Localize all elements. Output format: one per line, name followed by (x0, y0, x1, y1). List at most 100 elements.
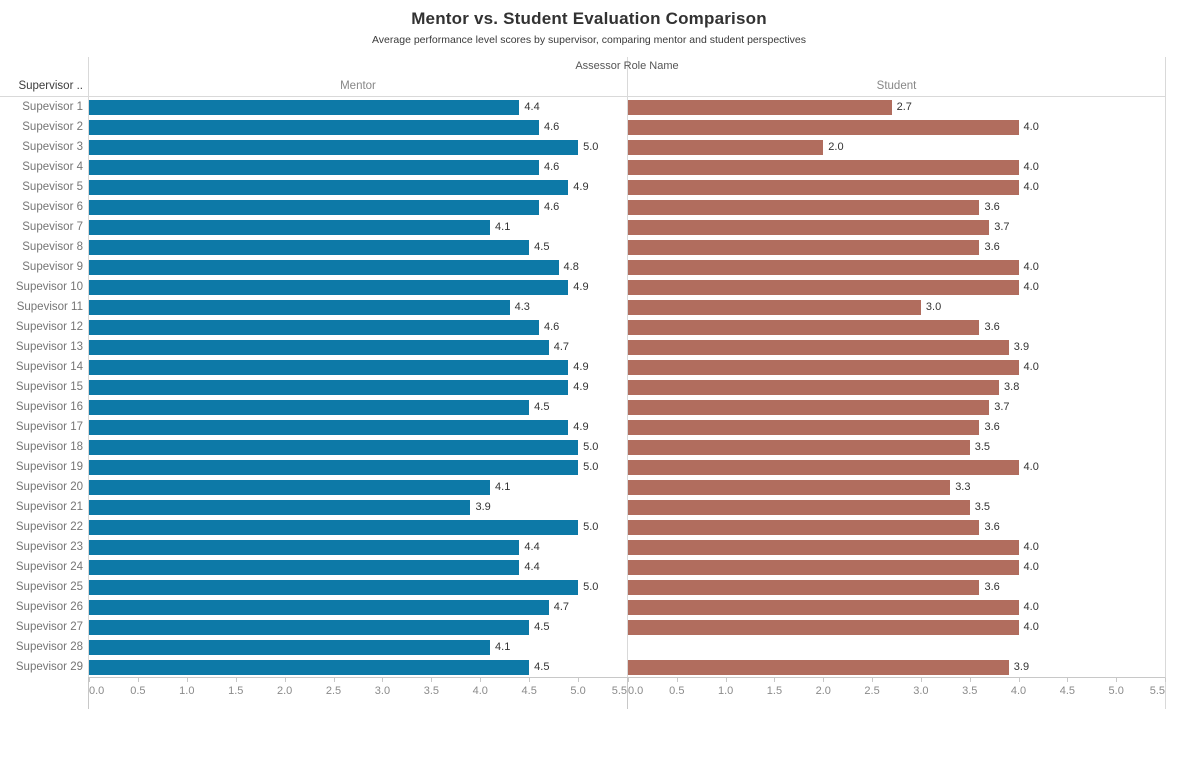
student-bar[interactable] (628, 179, 1019, 195)
student-bar[interactable] (628, 439, 970, 455)
mentor-cell: 4.3 (88, 297, 627, 317)
table-row: Supevisor 23 4.4 4.0 (0, 537, 1166, 557)
student-bar[interactable] (628, 399, 990, 415)
student-bar[interactable] (628, 219, 990, 235)
axis-tick-mark (969, 678, 971, 682)
student-bar[interactable] (628, 619, 1019, 635)
mentor-bar[interactable] (89, 479, 491, 495)
student-cell: 3.7 (627, 217, 1166, 237)
mentor-bar[interactable] (89, 499, 471, 515)
student-bar[interactable] (628, 499, 970, 515)
mentor-bar[interactable] (89, 319, 539, 335)
student-bar[interactable] (628, 199, 980, 215)
student-cell: 4.0 (627, 157, 1166, 177)
bar-value-label: 3.8 (1004, 381, 1020, 393)
student-cell: 4.0 (627, 357, 1166, 377)
mentor-cell: 5.0 (88, 437, 627, 457)
student-bar[interactable] (628, 459, 1019, 475)
row-label-cell: Supevisor 5 (0, 177, 88, 197)
mentor-bar[interactable] (89, 379, 569, 395)
mentor-bar[interactable] (89, 399, 530, 415)
axis-tick-label: 1.0 (717, 685, 734, 697)
student-bar[interactable] (628, 579, 980, 595)
mentor-bar[interactable] (89, 599, 549, 615)
bar-value-label: 4.5 (534, 401, 550, 413)
mentor-bar[interactable] (89, 459, 579, 475)
student-bar[interactable] (628, 539, 1019, 555)
table-row: Supevisor 12 4.6 3.6 (0, 317, 1166, 337)
mentor-panel-header: Mentor (88, 77, 627, 96)
mentor-cell: 4.4 (88, 97, 627, 117)
mentor-x-axis: 0.0 0.5 1.0 1.5 2.0 2.5 3.0 3.5 4.0 4.5 5.0 5.5 (88, 677, 628, 709)
student-bar[interactable] (628, 479, 951, 495)
student-bar[interactable] (628, 319, 980, 335)
mentor-bar[interactable] (89, 219, 491, 235)
row-label: Supevisor 25 (15, 581, 83, 593)
mentor-bar[interactable] (89, 179, 569, 195)
mentor-bar[interactable] (89, 619, 530, 635)
student-bar[interactable] (628, 279, 1019, 295)
table-row: Supevisor 18 5.0 3.5 (0, 437, 1166, 457)
mentor-bar[interactable] (89, 639, 491, 655)
mentor-bar[interactable] (89, 199, 539, 215)
mentor-bar[interactable] (89, 339, 549, 355)
mentor-bar[interactable] (89, 439, 579, 455)
mentor-bar[interactable] (89, 359, 569, 375)
mentor-bar[interactable] (89, 419, 569, 435)
bar-value-label: 4.0 (1023, 281, 1039, 293)
student-bar[interactable] (628, 259, 1019, 275)
student-cell: 3.9 (627, 337, 1166, 357)
student-bar[interactable] (628, 99, 892, 115)
mentor-bar[interactable] (89, 279, 569, 295)
mentor-bar[interactable] (89, 519, 579, 535)
student-bar[interactable] (628, 239, 980, 255)
mentor-bar[interactable] (89, 99, 520, 115)
row-label-cell: Supevisor 7 (0, 217, 88, 237)
student-bar[interactable] (628, 659, 1009, 675)
axis-tick-mark (186, 678, 188, 682)
row-label-cell: Supevisor 23 (0, 537, 88, 557)
row-label: Supevisor 24 (15, 561, 83, 573)
mentor-bar[interactable] (89, 539, 520, 555)
axis-tick-mark (382, 678, 384, 682)
axis-tick-label: 0.5 (669, 685, 685, 697)
row-label-cell: Supevisor 19 (0, 457, 88, 477)
student-bar[interactable] (628, 139, 824, 155)
bar-value-label: 3.5 (974, 501, 991, 513)
table-row: Supevisor 19 5.0 4.0 (0, 457, 1166, 477)
mentor-bar[interactable] (89, 159, 539, 175)
student-bar[interactable] (628, 559, 1019, 575)
student-bar[interactable] (628, 379, 1000, 395)
mentor-bar[interactable] (89, 579, 579, 595)
mentor-bar[interactable] (89, 559, 520, 575)
student-bar[interactable] (628, 359, 1019, 375)
student-bar[interactable] (628, 519, 980, 535)
student-bar[interactable] (628, 339, 1009, 355)
student-bar[interactable] (628, 119, 1019, 135)
axis-tick-label: 5.0 (1108, 685, 1124, 697)
mentor-bar[interactable] (89, 119, 539, 135)
mentor-bar[interactable] (89, 659, 530, 675)
mentor-bar[interactable] (89, 259, 559, 275)
bar-value-label: 3.6 (984, 201, 1000, 213)
student-cell: 3.6 (627, 237, 1166, 257)
student-bar[interactable] (628, 159, 1019, 175)
student-bar[interactable] (628, 419, 980, 435)
axis-tick-label: 5.5 (611, 685, 627, 697)
axis-tick-mark (872, 678, 874, 682)
student-cell: 4.0 (627, 117, 1166, 137)
mentor-cell: 5.0 (88, 457, 627, 477)
student-bar[interactable] (628, 599, 1019, 615)
bar-value-label: 5.0 (583, 441, 599, 453)
mentor-bar[interactable] (89, 299, 510, 315)
bar-value-label: 4.1 (495, 481, 511, 493)
row-label-cell: Supevisor 13 (0, 337, 88, 357)
axis-tick-label: 2.0 (815, 685, 831, 697)
mentor-bar[interactable] (89, 139, 579, 155)
bar-value-label: 4.0 (1023, 121, 1039, 133)
row-label: Supevisor 28 (15, 641, 83, 653)
student-bar[interactable] (628, 299, 921, 315)
axis-tick-label: 1.0 (179, 685, 195, 697)
mentor-bar[interactable] (89, 239, 530, 255)
bar-value-label: 3.9 (1013, 661, 1030, 673)
